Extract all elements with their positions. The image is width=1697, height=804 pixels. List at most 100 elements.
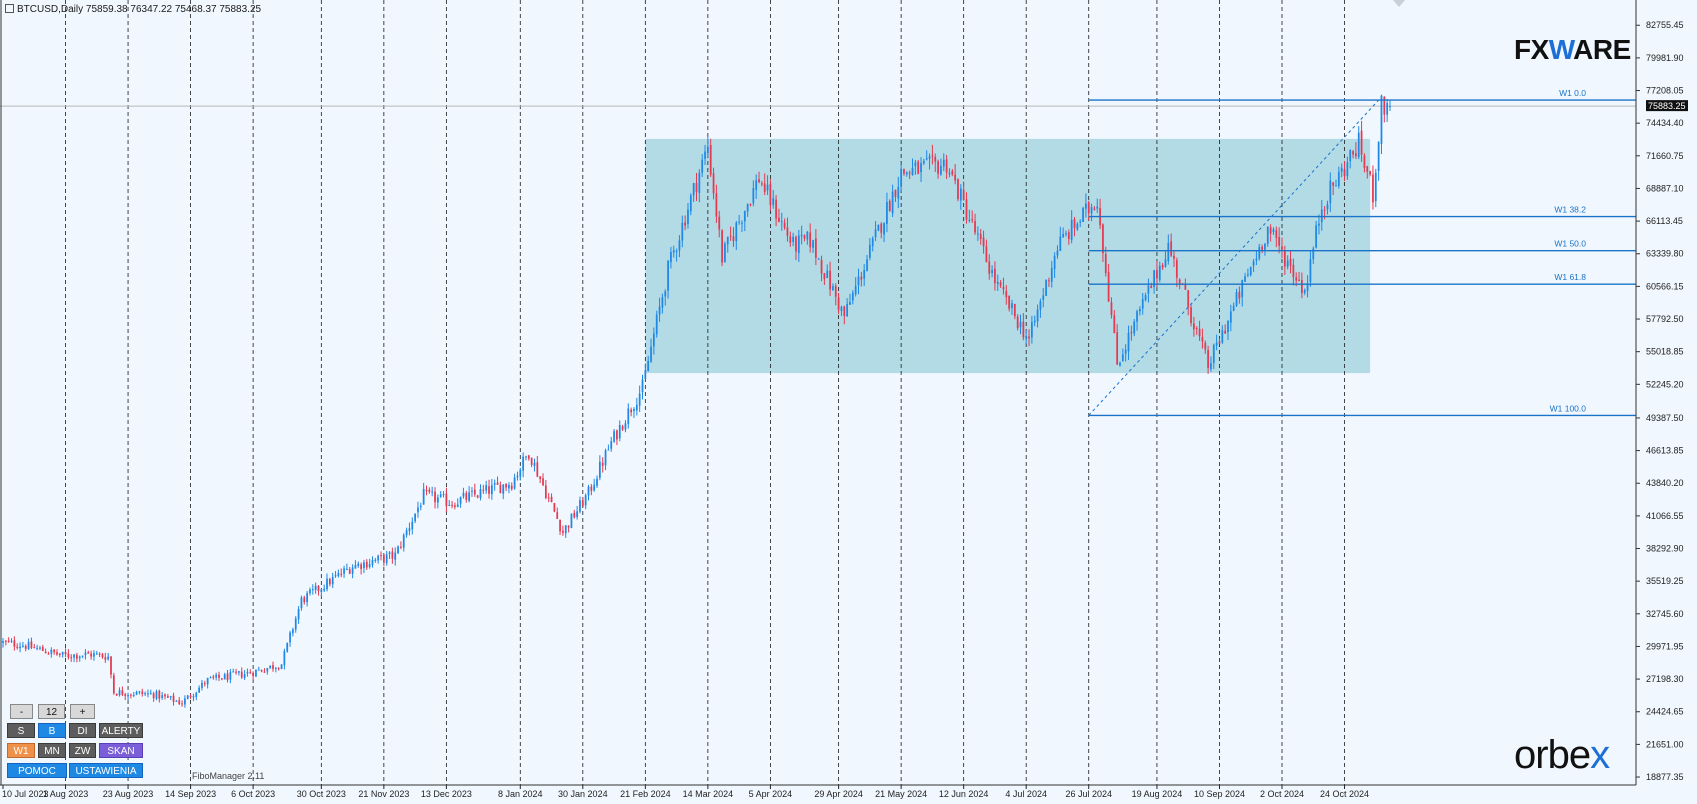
candle-body [1221,330,1224,343]
alerty-button[interactable]: ALERTY [99,723,143,738]
zw-button[interactable]: ZW [69,743,96,758]
candle-body [1224,330,1227,334]
candle-body [562,530,564,533]
candle-body [689,195,692,212]
candle-body [644,370,647,379]
y-axis-tick-label: 21651.00 [1646,739,1684,749]
candle-body [812,240,814,248]
w1-button[interactable]: W1 [7,743,35,758]
candle-body [226,673,229,681]
candle-body [789,236,792,243]
candle-body [817,258,820,260]
candle-body [1102,224,1104,254]
skan-button[interactable]: SKAN [99,743,143,758]
candle-body [22,645,24,647]
candle-body [1005,290,1008,298]
candle-body [905,172,908,175]
candle-body [652,333,655,347]
candle-body [922,160,925,164]
x-axis-tick-label: 30 Jan 2024 [558,789,608,799]
candle-body [47,653,50,655]
candle-body [510,485,513,490]
candle-body [292,629,294,634]
y-axis-tick-label: 29971.95 [1646,641,1684,651]
candle-body [937,161,939,174]
candle-body [999,282,1002,286]
candle-body [1175,260,1178,278]
candle-body [405,530,408,536]
candle-body [1261,246,1263,250]
candle-body [58,653,61,655]
current-price-label: 75883.25 [1648,101,1686,111]
s-button[interactable]: S [7,723,35,738]
candle-body [988,261,991,274]
candle-body [272,665,274,669]
increase-button[interactable]: + [70,704,95,719]
candle-body [769,183,772,205]
candle-body [735,222,738,242]
candle-body [1039,301,1042,310]
candle-body [209,677,212,679]
candle-body [738,221,741,223]
candle-body [641,379,644,393]
candle-body [823,273,826,280]
pomoc-button[interactable]: POMOC [7,763,67,778]
fib-level-label: W1 100.0 [1550,403,1587,413]
candle-body [1266,226,1269,244]
period-value-field[interactable]: 12 [38,704,65,719]
logo-text: ARE [1573,34,1631,65]
candle-body [107,656,110,660]
logo-text: orbe [1514,733,1591,777]
candle-body [1238,291,1241,299]
candle-body [1127,332,1130,352]
candle-body [294,618,297,630]
plot-area[interactable] [0,0,1636,785]
candle-body [19,646,21,649]
candle-body [417,507,419,513]
candle-body [445,493,448,506]
candle-body [309,589,311,594]
candle-body [451,504,453,506]
candle-body [920,163,922,173]
x-axis-tick-label: 6 Oct 2023 [231,789,275,799]
x-axis-tick-label: 21 Nov 2023 [358,789,409,799]
candle-body [189,695,192,698]
candle-body [130,694,132,696]
candle-body [482,489,485,491]
ustawienia-button[interactable]: USTAWIENIA [69,763,143,778]
candle-body [1079,221,1082,223]
candle-body [687,209,689,225]
candle-body [584,495,587,506]
candle-body [1028,336,1030,339]
decrease-button[interactable]: - [10,704,33,719]
candle-body [701,159,704,173]
b-button[interactable]: B [38,723,66,738]
candle-body [232,671,235,673]
candle-body [627,408,630,424]
chart-shift-marker-icon[interactable] [1393,0,1405,7]
candle-body [1153,270,1155,288]
candle-body [493,483,496,485]
candle-body [544,485,547,498]
consolidation-range-box[interactable] [645,138,1371,374]
candle-body [1187,290,1190,308]
di-button[interactable]: DI [69,723,96,738]
candle-body [363,562,365,569]
candle-body [121,690,124,695]
candle-body [436,497,439,503]
candle-body [388,552,391,555]
candle-body [1241,280,1244,298]
candle-body [411,521,414,530]
candle-body [1349,150,1352,162]
candle-body [496,482,499,485]
mn-button[interactable]: MN [38,743,66,758]
candle-body [667,260,669,291]
candle-body [672,250,675,253]
candle-body [934,156,937,162]
candle-body [780,221,783,223]
candle-body [962,190,965,200]
candle-body [104,657,107,660]
fibonacci-layer[interactable]: W1 0.0 W1 38.2 W1 50.0 W1 61.8 W1 100.0 [1088,88,1636,417]
candle-body [1275,230,1278,238]
